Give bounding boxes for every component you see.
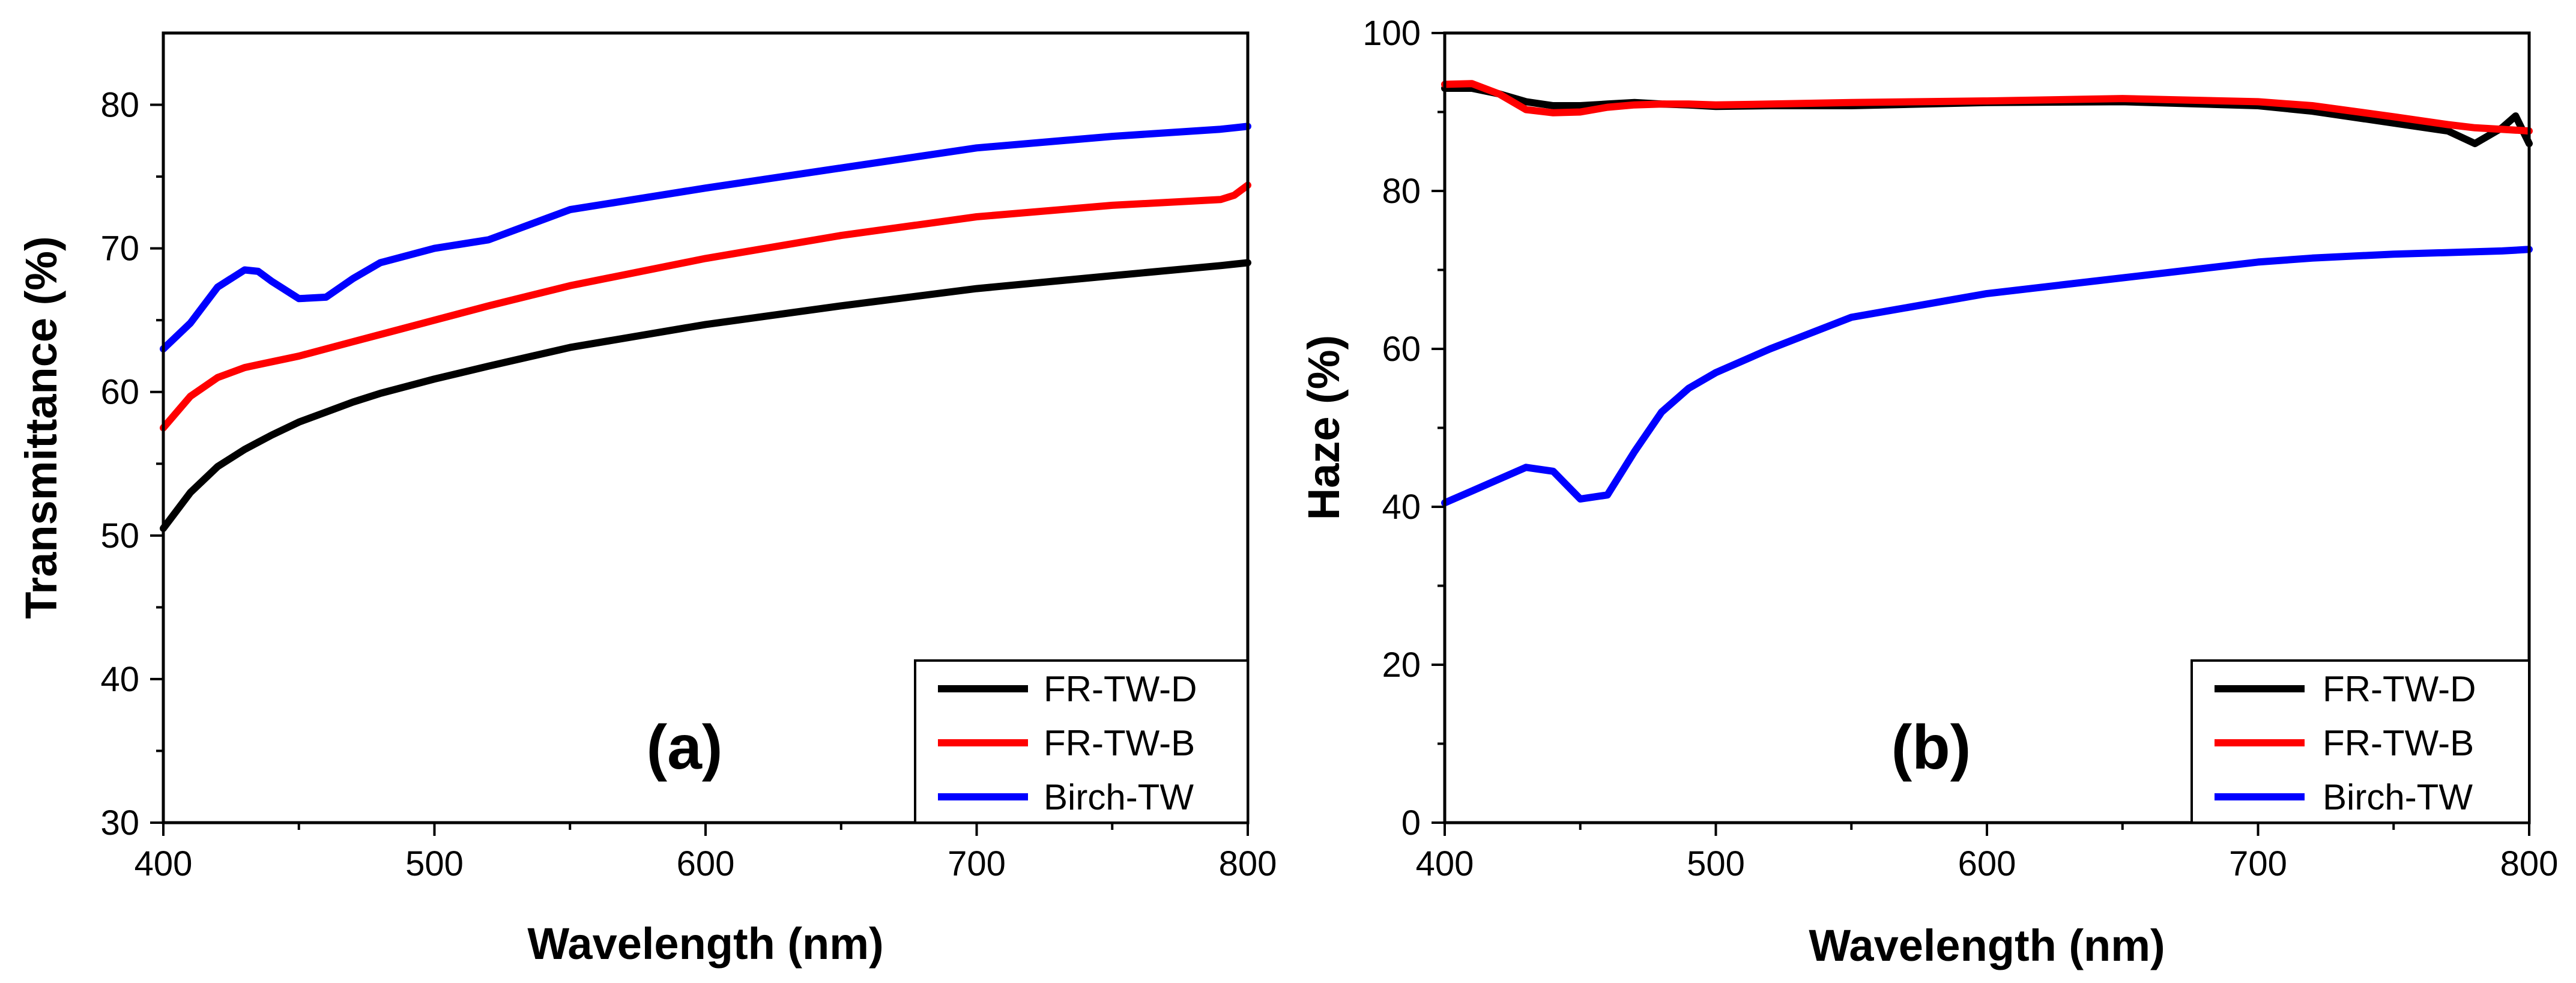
panel-a-ticks: 400 500 600 700 800 30 40 50 60 70 80 xyxy=(100,86,1277,883)
panel-b-y-tick-label: 40 xyxy=(1382,488,1421,527)
panel-b-y-tick-label: 100 xyxy=(1362,14,1421,53)
panel-b-x-axis-title: Wavelength (nm) xyxy=(1809,921,2165,970)
panel-a-series-fr-tw-b xyxy=(160,181,1251,432)
panel-a-x-tick-label: 800 xyxy=(1219,844,1277,883)
panel-b-x-tick-label: 800 xyxy=(2500,844,2559,883)
panel-a-y-tick-label: 70 xyxy=(100,229,139,268)
panel-a-y-tick-label: 50 xyxy=(100,516,139,555)
panel-b-legend-label-fr-tw-b: FR-TW-B xyxy=(2323,723,2474,763)
panel-b-label: (b) xyxy=(1891,713,1971,782)
panel-b-y-tick-label: 20 xyxy=(1382,646,1421,685)
panel-b-x-tick-label: 400 xyxy=(1416,844,1474,883)
panel-a-y-tick-label: 80 xyxy=(100,86,139,125)
panel-a-y-tick-label: 30 xyxy=(100,803,139,842)
panel-a-x-tick-label: 400 xyxy=(135,844,193,883)
panel-a-legend-label-fr-tw-b: FR-TW-B xyxy=(1044,723,1195,763)
panel-b-x-tick-label: 500 xyxy=(1687,844,1745,883)
panel-b-series xyxy=(1441,80,2533,507)
panel-b-y-axis-title: Haze (%) xyxy=(1299,335,1349,520)
panel-b-series-birch-tw xyxy=(1441,246,2533,507)
panel-a-legend: FR-TW-D FR-TW-B Birch-TW xyxy=(914,659,1249,824)
panel-a-legend-label-birch-tw: Birch-TW xyxy=(1044,777,1194,817)
panel-a-x-tick-label: 500 xyxy=(405,844,464,883)
panel-b-y-tick-label: 60 xyxy=(1382,330,1421,369)
panel-a-legend-label-fr-tw-d: FR-TW-D xyxy=(1044,669,1197,709)
panel-b-x-tick-label: 600 xyxy=(1958,844,2016,883)
panel-a-series xyxy=(160,122,1251,532)
panel-b-legend-label-birch-tw: Birch-TW xyxy=(2323,777,2473,817)
panel-a-series-fr-tw-d xyxy=(160,259,1251,532)
panel-a-series-birch-tw xyxy=(160,122,1251,352)
panel-a-label: (a) xyxy=(646,713,722,782)
panel-b-x-tick-label: 700 xyxy=(2229,844,2287,883)
panel-b-haze: 400 500 600 700 800 0 20 40 60 80 100 Wavelength (… xyxy=(1299,14,2558,970)
panel-b-ticks: 400 500 600 700 800 0 20 40 60 80 100 xyxy=(1362,14,2558,883)
panel-a-transmittance: 400 500 600 700 800 30 40 50 60 70 80 Wavelength (… xyxy=(16,31,1277,969)
panel-b-y-tick-label: 80 xyxy=(1382,172,1421,211)
panel-b-y-tick-label: 0 xyxy=(1401,803,1421,842)
panel-a-y-tick-label: 40 xyxy=(100,660,139,699)
panel-a-y-axis-title: Transmittance (%) xyxy=(16,236,66,619)
panel-a-x-tick-label: 700 xyxy=(948,844,1006,883)
panel-b-legend-label-fr-tw-d: FR-TW-D xyxy=(2323,669,2476,709)
panel-b-series-fr-tw-b xyxy=(1441,80,2533,135)
panel-a-x-axis-title: Wavelength (nm) xyxy=(527,919,883,969)
panel-a-y-tick-label: 60 xyxy=(100,373,139,412)
panel-b-legend: FR-TW-D FR-TW-B Birch-TW xyxy=(2191,659,2530,824)
panel-a-x-tick-label: 600 xyxy=(677,844,735,883)
